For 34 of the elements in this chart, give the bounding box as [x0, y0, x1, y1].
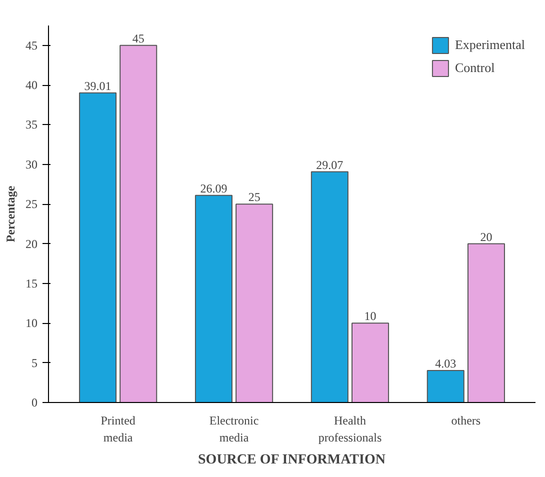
- data-label: 26.09: [200, 181, 228, 196]
- bar: [79, 92, 117, 402]
- data-label: 25: [248, 190, 260, 204]
- bar: [426, 370, 464, 402]
- x-tick-label: Printed media: [100, 414, 136, 444]
- y-tick-label: 40: [26, 78, 38, 92]
- y-tick-label: 5: [32, 356, 38, 370]
- legend-label: Experimental: [454, 37, 525, 53]
- y-tick-label: 25: [26, 197, 38, 212]
- y-tick-label: 45: [26, 38, 38, 52]
- y-tick-label: 15: [26, 276, 38, 290]
- data-label: 10: [364, 309, 376, 324]
- y-tick-label: 30: [26, 157, 38, 172]
- y-tick-label: 35: [26, 118, 38, 132]
- data-label: 20: [480, 230, 492, 244]
- x-tick-label: Electronic media: [209, 414, 259, 444]
- x-axis-title: SOURCE OF INFORMATION: [198, 452, 386, 468]
- bar: [352, 322, 390, 402]
- x-tick-label: Health professionals: [318, 414, 382, 444]
- y-tick-label: 0: [32, 396, 38, 410]
- bar: [467, 243, 505, 402]
- x-tick-label: others: [451, 414, 481, 428]
- y-axis-title: Percentage: [4, 185, 18, 242]
- y-tick-label: 20: [26, 236, 38, 251]
- bar: [236, 204, 274, 402]
- data-label: 4.03: [435, 356, 456, 371]
- bar: [120, 44, 158, 402]
- data-label: 39.01: [84, 78, 112, 93]
- data-label: 45: [132, 31, 144, 46]
- legend-label: Control: [454, 60, 495, 76]
- data-label: 29.07: [316, 158, 344, 172]
- bar: [194, 194, 232, 402]
- y-tick-label: 10: [26, 316, 38, 330]
- bar: [310, 171, 348, 402]
